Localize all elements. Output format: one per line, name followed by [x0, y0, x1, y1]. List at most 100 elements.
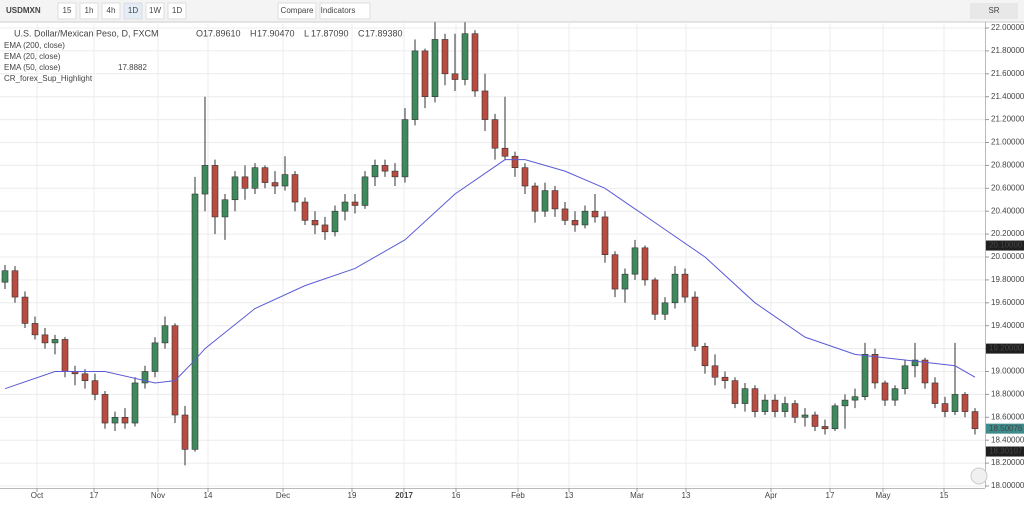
candle-body: [431, 39, 439, 98]
candle-body: [731, 380, 739, 404]
price-marker-label: 18.30107: [989, 447, 1023, 456]
candle-body: [101, 394, 109, 424]
compare-label[interactable]: Compare: [281, 6, 314, 15]
candle-body: [891, 388, 899, 401]
study-name[interactable]: CR_forex_Sup_Highlight: [4, 74, 93, 83]
symbol[interactable]: USDMXN: [6, 6, 41, 15]
candle-body: [761, 399, 769, 412]
study-name[interactable]: EMA (200, close): [4, 41, 65, 50]
ohlc-value: 17.90470: [257, 28, 295, 38]
x-tick-label: Nov: [151, 491, 165, 500]
study-name[interactable]: EMA (20, close): [4, 52, 61, 61]
candle-body: [261, 167, 269, 183]
candle-body: [271, 182, 279, 187]
interval-label[interactable]: 1W: [149, 6, 161, 15]
candle-body: [461, 33, 469, 80]
y-tick-label: 18.60000: [991, 412, 1024, 421]
interval-label[interactable]: 1D: [128, 6, 138, 15]
candle-body: [181, 414, 189, 450]
candle-body: [641, 247, 649, 281]
x-tick-label: 19: [348, 491, 357, 500]
candle-body: [701, 346, 709, 367]
candle-body: [861, 354, 869, 397]
candle-body: [851, 396, 859, 401]
candle-body: [581, 210, 589, 226]
x-tick-label: Mar: [630, 491, 644, 500]
y-tick-label: 20.80000: [991, 161, 1024, 170]
x-tick-label: Oct: [31, 491, 44, 500]
ohlc-value: 17.89610: [203, 28, 241, 38]
candle-body: [251, 167, 259, 189]
price-marker: [986, 240, 1024, 251]
candle-body: [811, 414, 819, 427]
candle-body: [531, 185, 539, 212]
ohlc-key: H: [250, 28, 257, 38]
interval-button[interactable]: [101, 2, 121, 20]
candle-body: [291, 174, 299, 203]
ema-line: [4, 159, 976, 390]
compare-button[interactable]: [277, 2, 317, 20]
scroll-button[interactable]: [970, 467, 988, 485]
interval-button[interactable]: [167, 2, 187, 20]
x-tick-label: Apr: [765, 491, 778, 500]
x-tick-label: 17: [90, 491, 99, 500]
price-marker-label: 18.50076: [989, 424, 1023, 433]
interval-label[interactable]: 1h: [85, 6, 94, 15]
interval-label[interactable]: 1D: [172, 6, 182, 15]
y-tick-label: 18.80000: [991, 390, 1024, 399]
interval-button[interactable]: [57, 2, 77, 20]
interval-label[interactable]: 15: [63, 6, 72, 15]
candle-body: [681, 273, 689, 298]
y-tick-label: 19.40000: [991, 321, 1024, 330]
candle-body: [631, 247, 639, 275]
y-tick-label: 20.20000: [991, 229, 1024, 238]
price-marker: [986, 446, 1024, 457]
ohlc-value: 17.87090: [311, 28, 349, 38]
interval-button[interactable]: [145, 2, 165, 20]
y-tick-label: 19.00000: [991, 367, 1024, 376]
x-tick-label: 2017: [395, 491, 413, 500]
candle-body: [971, 411, 979, 430]
candle-body: [821, 426, 829, 430]
candle-body: [51, 339, 59, 344]
candle-body: [361, 176, 369, 206]
candle-body: [481, 90, 489, 120]
candle-body: [231, 176, 239, 201]
y-tick-label: 21.00000: [991, 138, 1024, 147]
candle-body: [881, 382, 889, 401]
candle-body: [801, 414, 809, 418]
candle-body: [21, 296, 29, 324]
candle-body: [661, 302, 669, 315]
indicators-label[interactable]: Indicators: [321, 6, 356, 15]
indicators-button[interactable]: [319, 2, 371, 20]
candle-body: [301, 201, 309, 221]
candle-body: [871, 354, 879, 384]
candle-body: [131, 382, 139, 424]
candle-body: [621, 273, 629, 290]
candle-body: [281, 174, 289, 187]
price-marker: [986, 423, 1024, 434]
candle-body: [561, 208, 569, 221]
ohlc-key: L: [304, 28, 309, 38]
y-tick-label: 21.40000: [991, 92, 1024, 101]
candle-body: [121, 416, 129, 424]
interval-button[interactable]: [123, 2, 143, 20]
study-name[interactable]: EMA (50, close): [4, 63, 61, 72]
candle-body: [781, 403, 789, 412]
y-tick-label: 22.00000: [991, 23, 1024, 32]
candle-body: [711, 365, 719, 378]
interval-label[interactable]: 4h: [107, 6, 116, 15]
right-label[interactable]: SR: [988, 6, 999, 15]
interval-button[interactable]: [79, 2, 99, 20]
price-marker: [986, 343, 1024, 354]
candle-body: [831, 405, 839, 430]
candle-body: [961, 394, 969, 412]
x-tick-label: 15: [940, 491, 949, 500]
x-tick-label: May: [875, 491, 890, 500]
right-button[interactable]: [970, 3, 1018, 19]
y-tick-label: 19.60000: [991, 298, 1024, 307]
candle-body: [401, 119, 409, 178]
y-tick-label: 21.80000: [991, 46, 1024, 55]
candle-body: [921, 359, 929, 384]
candle-body: [91, 380, 99, 395]
